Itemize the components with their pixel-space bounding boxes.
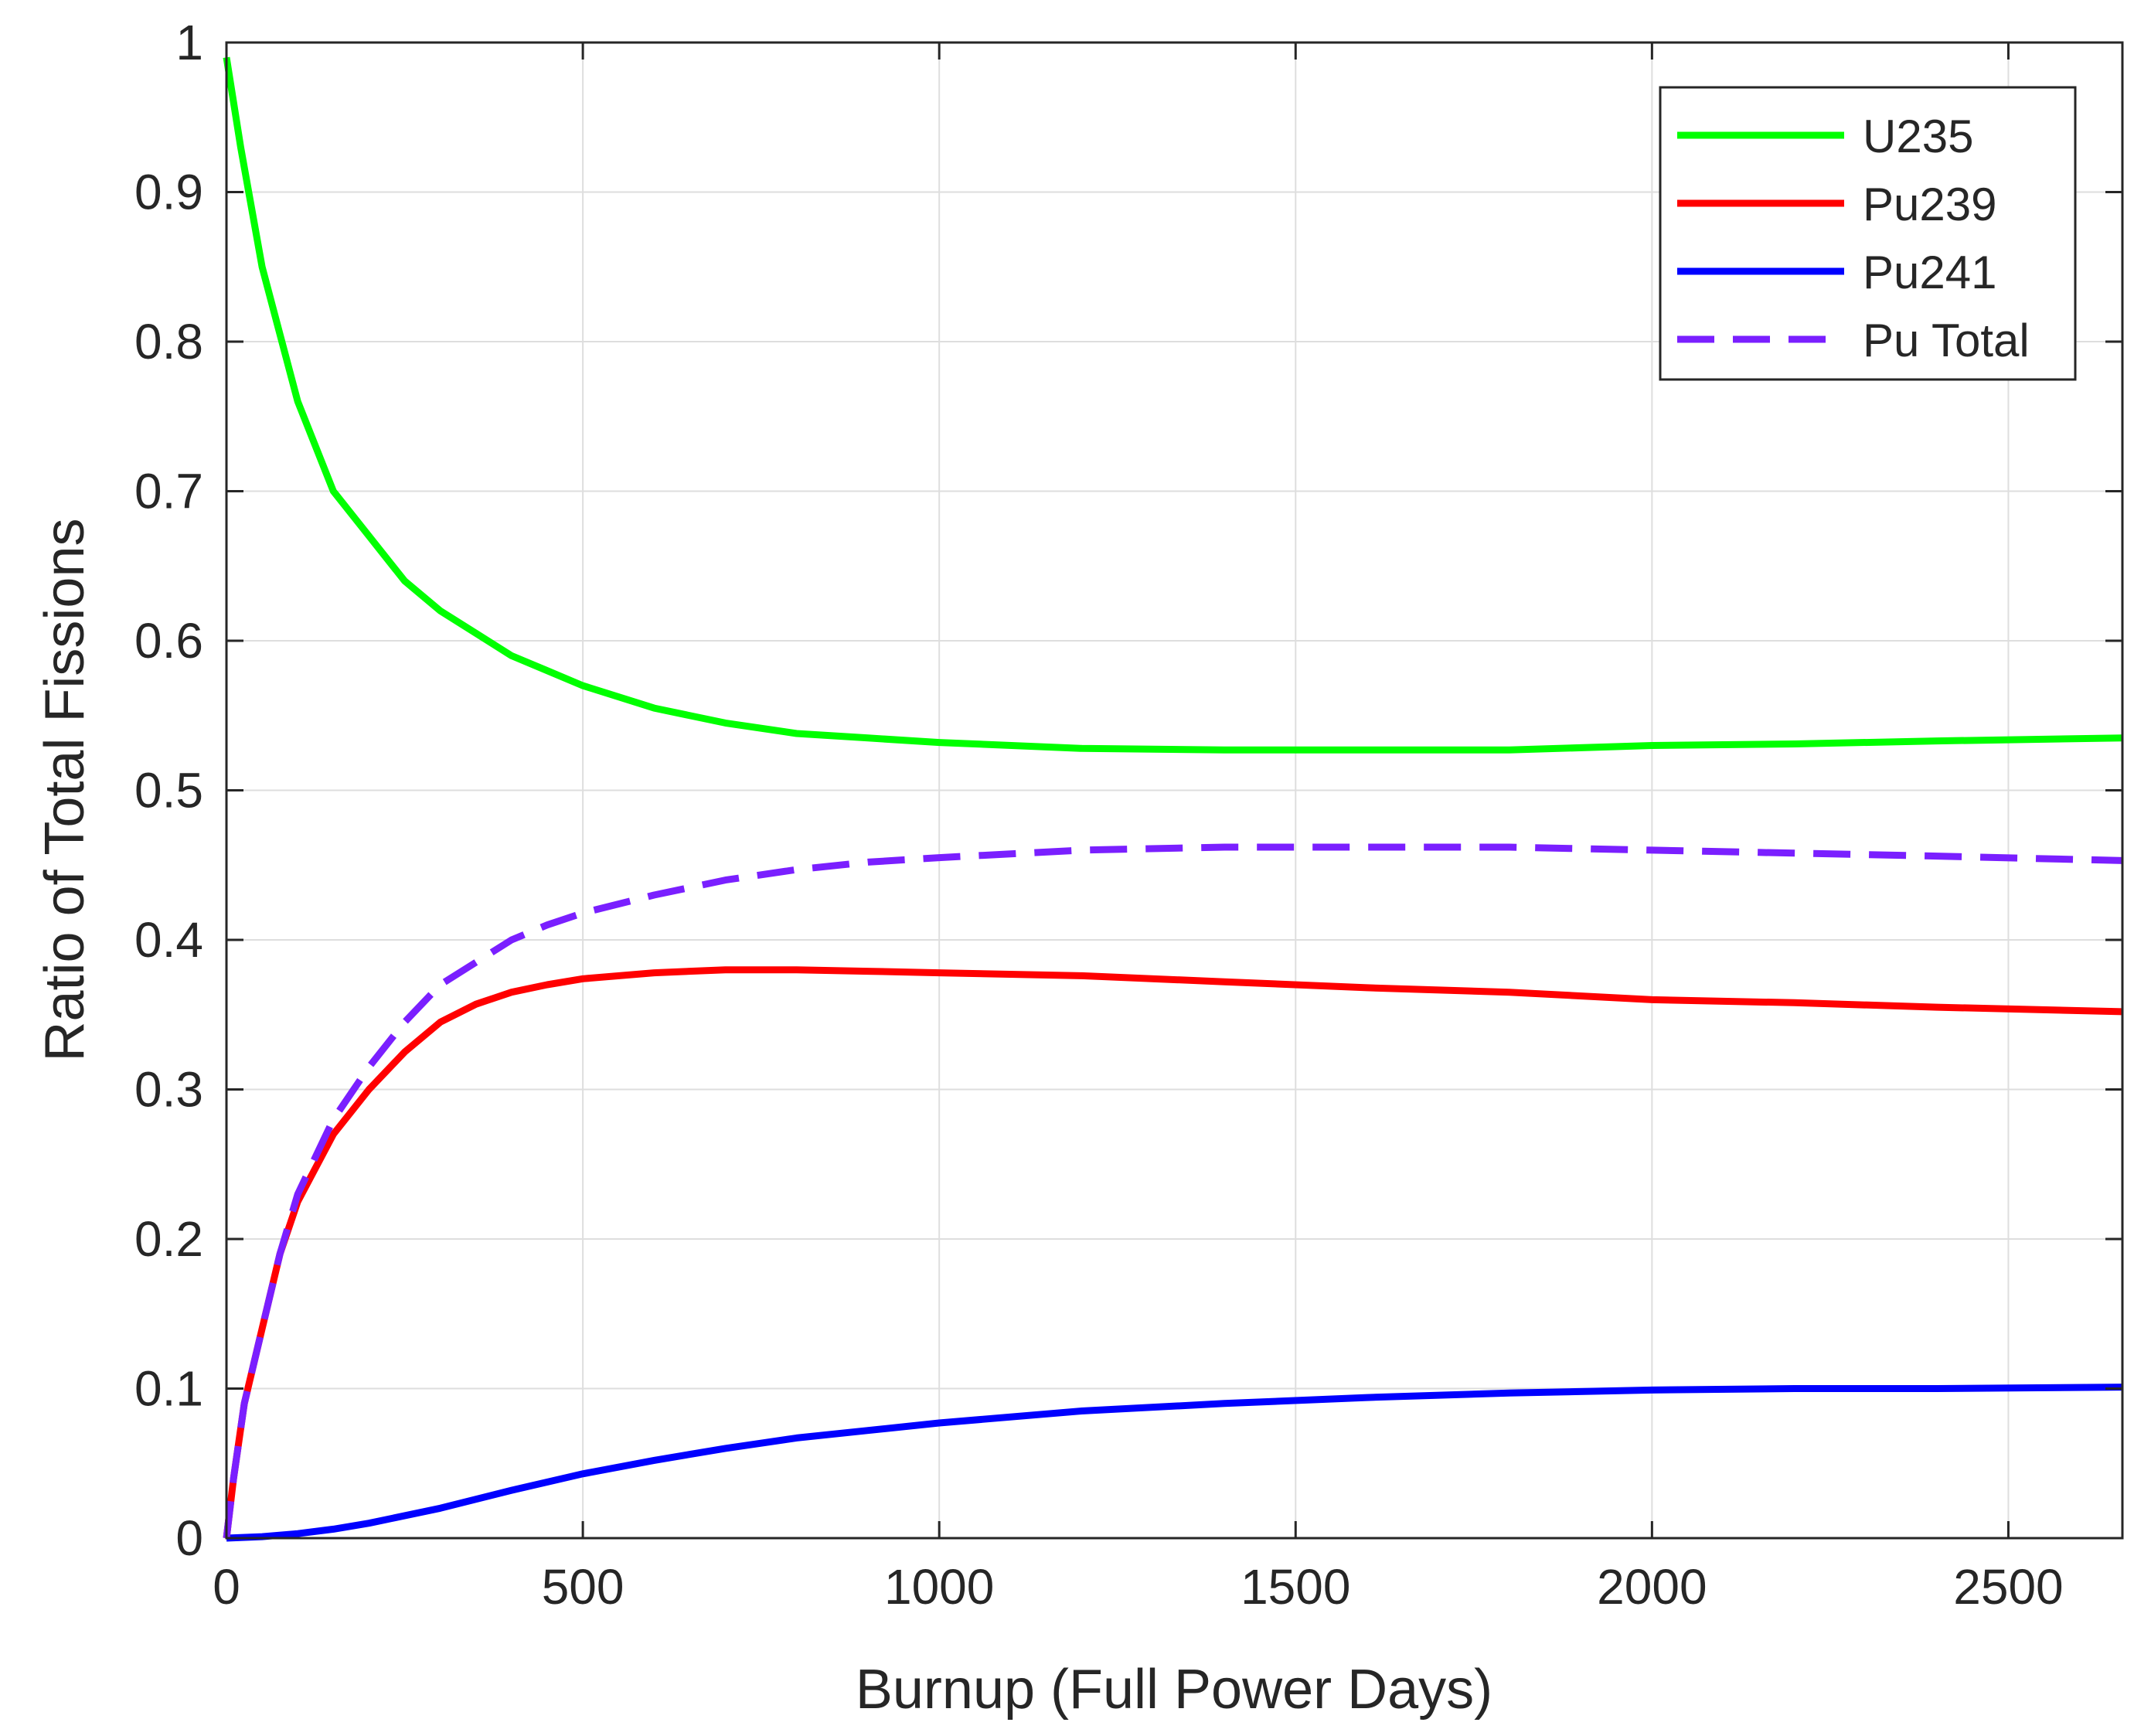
axis-ticks: 0 500 1000 1500 2000 2500 0 0.1 0.2 0.3 0.4 0.5 0.6 0… xyxy=(134,15,2122,1615)
y-tick-label: 0.8 xyxy=(134,314,203,369)
x-axis-label: Burnup (Full Power Days) xyxy=(856,1659,1492,1721)
y-tick-label: 0.1 xyxy=(134,1361,203,1417)
x-tick-label: 2500 xyxy=(1953,1559,2063,1615)
x-tick-label: 1500 xyxy=(1241,1559,1350,1615)
series-line-pu-total xyxy=(223,843,2123,1539)
x-tick-label: 0 xyxy=(213,1559,240,1615)
legend-label: U235 xyxy=(1863,111,1973,162)
x-tick-label: 500 xyxy=(542,1559,625,1615)
y-tick-label: 1 xyxy=(175,15,203,70)
y-tick-label: 0 xyxy=(175,1510,203,1566)
series-line-pu241 xyxy=(226,1384,2123,1542)
series-line-u235 xyxy=(223,56,2123,754)
x-tick-label: 2000 xyxy=(1597,1559,1707,1615)
y-tick-label: 0.4 xyxy=(134,912,203,968)
y-tick-label: 0.6 xyxy=(134,613,203,669)
y-axis-label: Ratio of Total Fissions xyxy=(34,519,96,1062)
y-tick-label: 0.2 xyxy=(134,1211,203,1267)
y-tick-label: 0.5 xyxy=(134,763,203,819)
y-tick-label: 0.9 xyxy=(134,165,203,220)
series-layer xyxy=(223,56,2123,1542)
y-tick-label: 0.3 xyxy=(134,1062,203,1118)
legend-label: Pu239 xyxy=(1863,179,1997,230)
legend-label: Pu241 xyxy=(1863,247,1997,298)
x-tick-label: 1000 xyxy=(884,1559,994,1615)
y-tick-label: 0.7 xyxy=(134,464,203,519)
legend: U235 Pu239 Pu241 Pu Total xyxy=(1659,86,2077,381)
legend-label: Pu Total xyxy=(1863,315,2030,366)
